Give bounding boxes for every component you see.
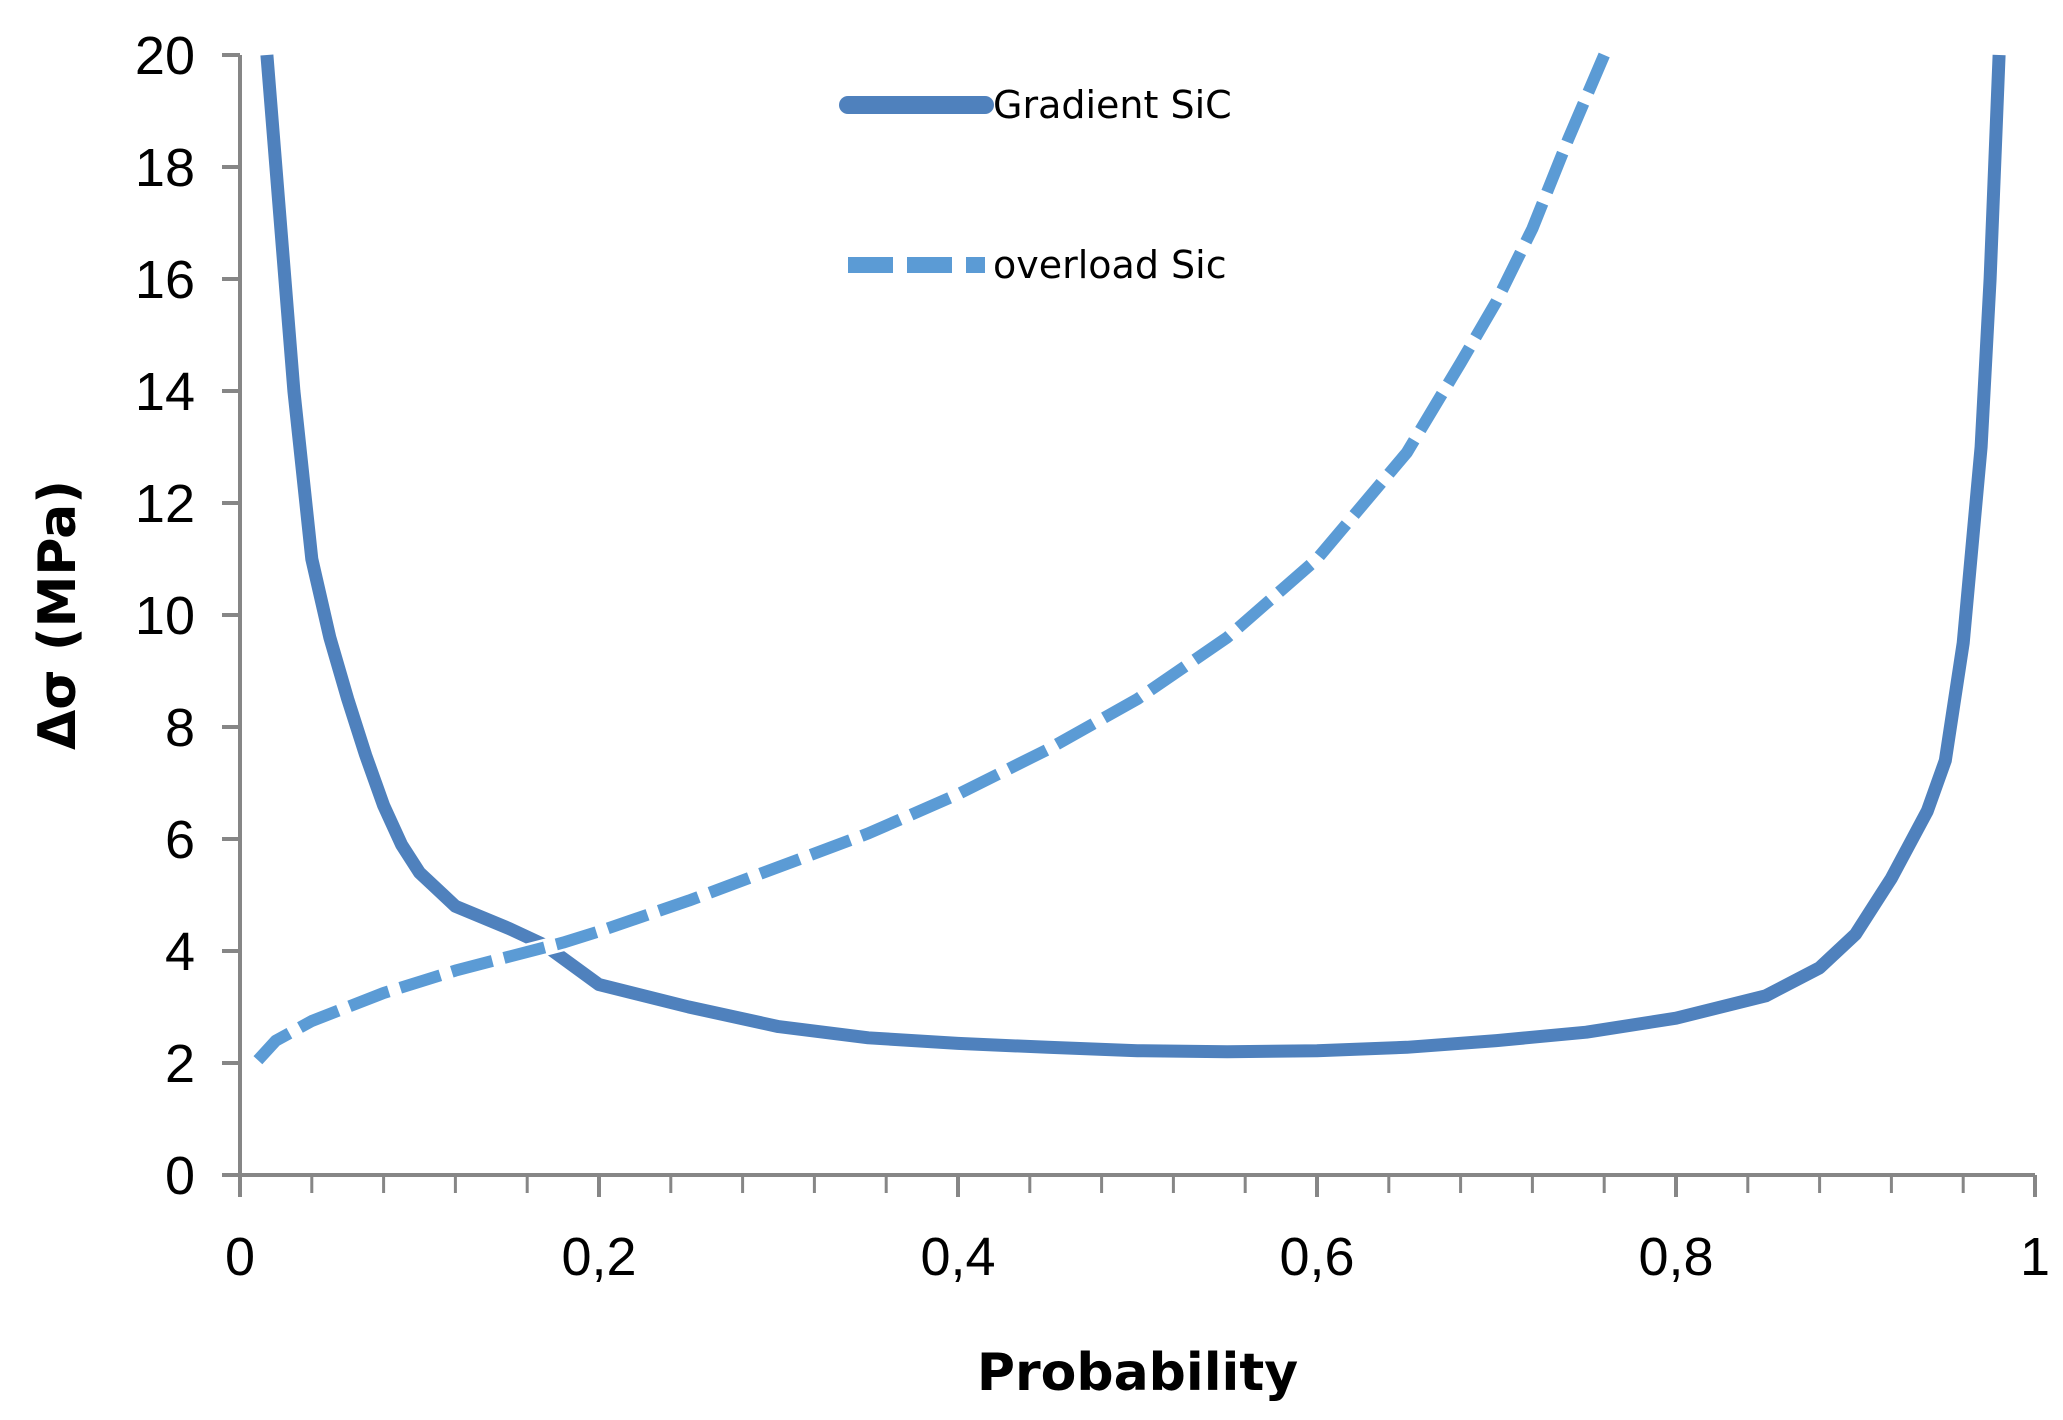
y-tick-label: 0 xyxy=(165,1146,195,1206)
y-tick-label: 2 xyxy=(165,1034,195,1094)
x-tick-label: 0 xyxy=(225,1227,255,1287)
y-tick-label: 8 xyxy=(165,698,195,758)
legend: Gradient SiC overload Sic xyxy=(839,83,1232,287)
x-axis-title: Probability xyxy=(977,1343,1298,1403)
x-tick-label: 0,2 xyxy=(561,1227,636,1287)
x-ticks: 0 0,2 0,4 0,6 0,8 1 xyxy=(225,1175,2050,1287)
y-ticks: 0 2 4 6 8 10 12 14 16 18 20 xyxy=(135,26,240,1206)
x-tick-label: 0,4 xyxy=(920,1227,995,1287)
y-tick-label: 10 xyxy=(135,586,195,646)
x-tick-label: 0,8 xyxy=(1638,1227,1713,1287)
y-axis-title: Δσ (MPa) xyxy=(28,480,88,750)
y-tick-label: 16 xyxy=(135,250,195,310)
x-tick-label: 0,6 xyxy=(1279,1227,1354,1287)
legend-label-overload-sic: overload Sic xyxy=(993,243,1227,287)
y-tick-label: 12 xyxy=(135,474,195,534)
y-tick-label: 4 xyxy=(165,922,195,982)
legend-label-gradient-sic: Gradient SiC xyxy=(993,83,1232,127)
y-tick-label: 6 xyxy=(165,810,195,870)
y-tick-label: 20 xyxy=(135,26,195,86)
x-tick-label: 1 xyxy=(2020,1227,2050,1287)
series-line-overload-sic xyxy=(253,52,1610,1065)
series-line-gradient-sic xyxy=(260,54,2006,1059)
axes: 0 0,2 0,4 0,6 0,8 1 0 2 4 6 8 10 12 14 16 18 20 xyxy=(135,26,2050,1287)
y-tick-label: 14 xyxy=(135,362,195,422)
plot-curves xyxy=(251,51,2006,1066)
y-tick-label: 18 xyxy=(135,138,195,198)
